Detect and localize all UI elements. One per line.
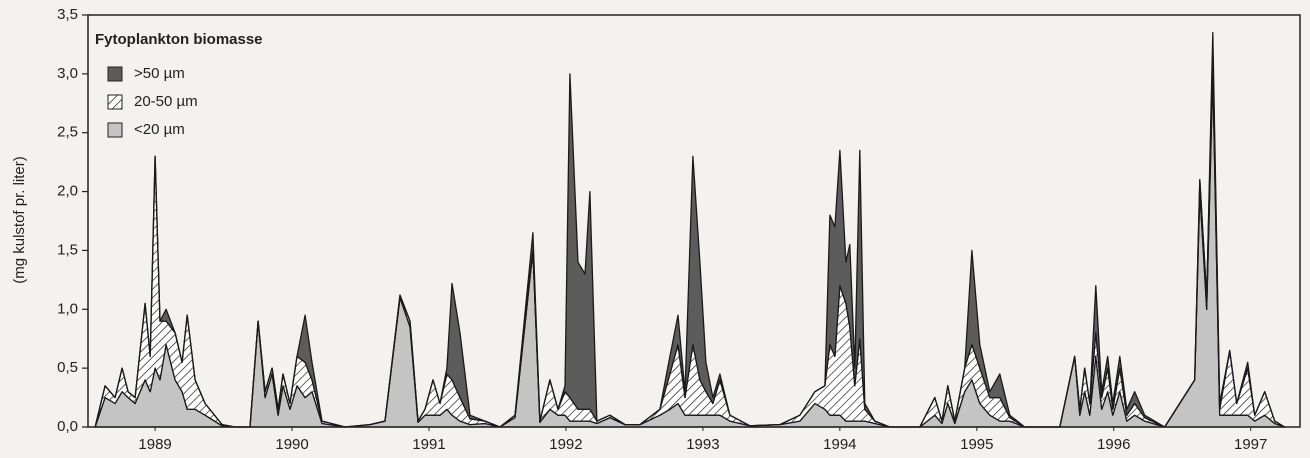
- legend-title: Fytoplankton biomasse: [95, 31, 263, 48]
- x-tick-label: 1990: [275, 436, 308, 453]
- y-tick-label: 1,5: [57, 241, 78, 258]
- x-tick-label: 1993: [686, 436, 719, 453]
- y-tick-label: 1,0: [57, 300, 78, 317]
- legend-swatch: [107, 94, 123, 110]
- x-tick-label: 1989: [138, 436, 171, 453]
- x-tick-label: 1994: [823, 436, 856, 453]
- y-tick-label: 3,0: [57, 65, 78, 82]
- legend-label: <20 µm: [134, 121, 185, 138]
- x-tick-label: 1995: [960, 436, 993, 453]
- legend-label: 20-50 µm: [134, 93, 198, 110]
- y-tick-label: 2,0: [57, 183, 78, 200]
- y-axis-label: (mg kulstof pr. liter): [11, 156, 28, 284]
- x-tick-label: 1991: [412, 436, 445, 453]
- y-tick-label: 0,0: [57, 418, 78, 435]
- x-tick-label: 1997: [1234, 436, 1267, 453]
- legend-label: >50 µm: [134, 65, 185, 82]
- legend-swatch: [107, 66, 123, 82]
- y-tick-label: 2,5: [57, 124, 78, 141]
- y-tick-label: 0,5: [57, 359, 78, 376]
- y-tick-label: 3,5: [57, 6, 78, 23]
- legend-swatch: [107, 122, 123, 138]
- area: [94, 32, 1286, 428]
- x-tick-label: 1996: [1097, 436, 1130, 453]
- plot-frame: [87, 14, 1301, 428]
- x-tick-label: 1992: [549, 436, 582, 453]
